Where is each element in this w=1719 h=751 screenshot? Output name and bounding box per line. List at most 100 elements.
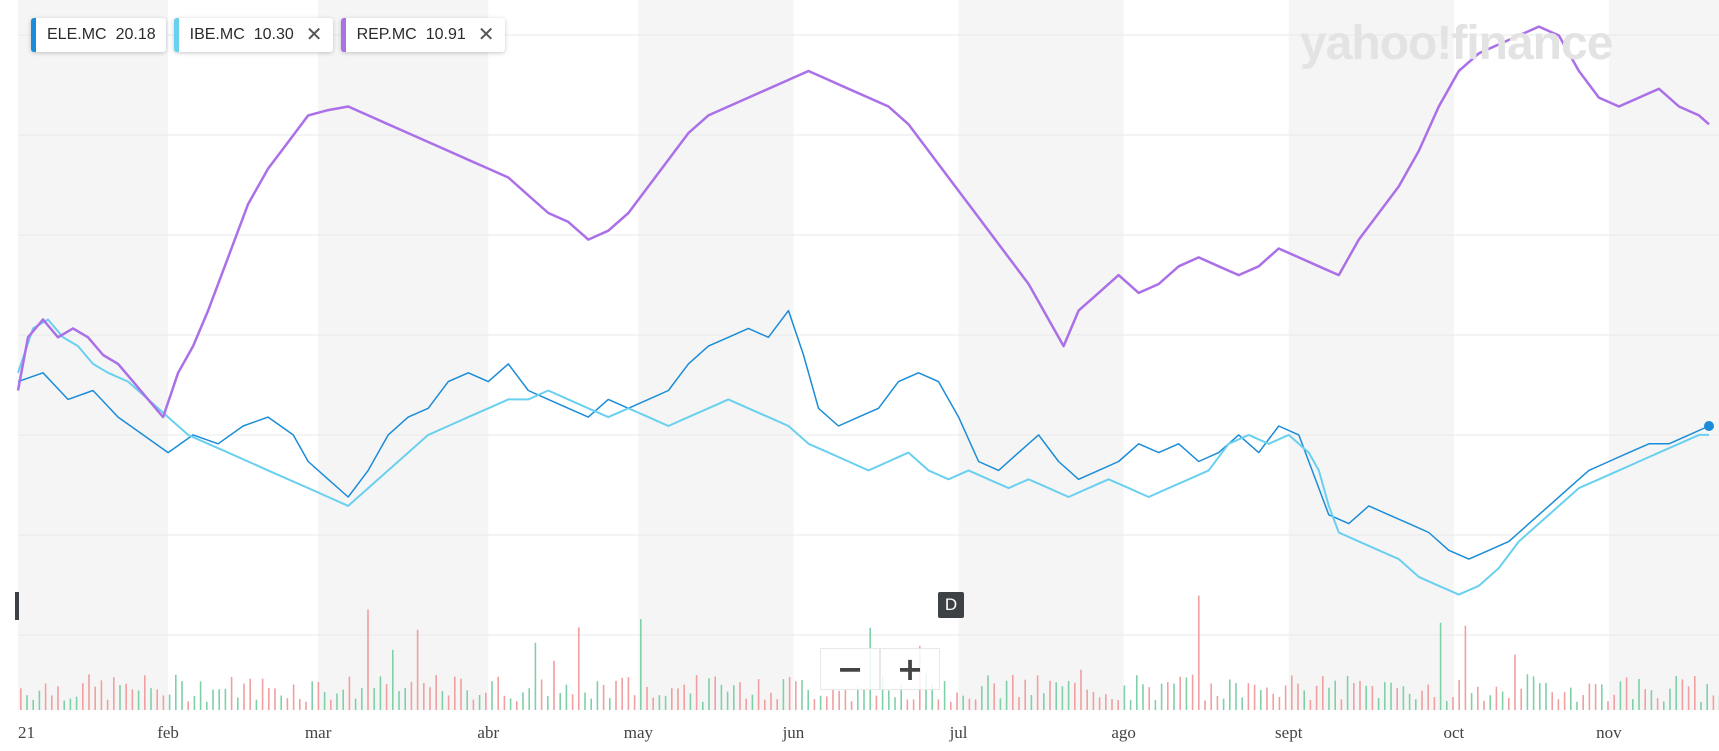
zoom-in-button[interactable]: + [880, 648, 940, 690]
volume-bar [509, 698, 512, 710]
volume-bar [1439, 622, 1442, 710]
volume-bar [286, 698, 289, 710]
volume-bar [590, 698, 592, 710]
volume-bar [1402, 686, 1405, 710]
volume-bar [1260, 689, 1262, 710]
volume-bar [20, 688, 22, 710]
volume-bar [720, 684, 723, 710]
volume-bar [416, 629, 419, 710]
volume-bar [850, 701, 853, 710]
volume-bar [38, 690, 41, 710]
volume-bar [776, 699, 778, 710]
volume-bar [268, 688, 270, 710]
volume-bar [764, 699, 766, 710]
volume-bar [1303, 690, 1305, 710]
volume-bar [1656, 698, 1659, 710]
volume-bar [981, 686, 983, 710]
x-tick-label: may [624, 723, 654, 742]
legend-chip-ibe[interactable]: IBE.MC 10.30 ✕ [173, 18, 333, 52]
volume-bar [373, 688, 375, 710]
volume-bar [757, 679, 760, 710]
volume-bar [888, 690, 890, 710]
volume-bar [1421, 690, 1423, 710]
volume-bar [466, 690, 468, 710]
volume-bar [974, 699, 977, 710]
volume-bar [1055, 682, 1057, 710]
volume-bar [1092, 691, 1095, 710]
volume-bar [640, 618, 642, 710]
legend-chip-rep[interactable]: REP.MC 10.91 ✕ [340, 18, 505, 52]
close-icon[interactable]: ✕ [477, 24, 495, 46]
volume-bar [714, 676, 716, 710]
volume-bar [733, 685, 735, 710]
volume-bar [119, 685, 121, 710]
volume-bar [113, 677, 115, 710]
volume-bar [832, 689, 834, 710]
volume-bar [900, 685, 902, 710]
x-tick-label: jul [949, 723, 968, 742]
volume-bar [292, 684, 295, 710]
volume-bar [1086, 689, 1088, 710]
volume-bar [1105, 694, 1107, 710]
volume-bar [819, 695, 822, 710]
volume-bar [280, 695, 282, 710]
volume-bar [1179, 676, 1181, 710]
volume-bar [1427, 684, 1429, 710]
volume-bar [1687, 686, 1690, 710]
volume-bar [695, 675, 698, 710]
volume-bar [993, 683, 995, 710]
volume-bar [150, 688, 152, 710]
month-band [958, 0, 1124, 710]
zoom-out-button[interactable]: − [820, 648, 880, 690]
volume-bar [336, 693, 338, 710]
volume-bar [1371, 686, 1374, 710]
volume-bar [299, 698, 301, 710]
volume-bar [1576, 701, 1578, 710]
volume-bar [1712, 695, 1715, 710]
volume-bar [1495, 686, 1498, 710]
volume-bar [1012, 674, 1014, 710]
volume-bar [1638, 678, 1640, 710]
x-tick-label: nov [1596, 723, 1622, 742]
volume-bar [94, 686, 96, 710]
volume-bar [956, 692, 958, 710]
volume-bar [1080, 669, 1082, 710]
volume-bar [1570, 687, 1572, 710]
volume-bar [82, 683, 84, 710]
volume-bar [602, 684, 605, 710]
volume-bar [751, 694, 754, 710]
volume-bar [987, 675, 989, 710]
volume-bar [1501, 691, 1504, 710]
volume-bar [1700, 701, 1702, 710]
volume-bar [1446, 701, 1448, 710]
volume-bar [943, 681, 946, 710]
volume-bar [503, 695, 506, 710]
volume-bar [863, 689, 865, 710]
volume-bar [795, 681, 797, 710]
volume-bar [441, 691, 444, 710]
volume-bar [385, 684, 388, 710]
volume-bar [1049, 680, 1051, 710]
volume-bar [348, 676, 351, 710]
volume-bar [497, 676, 499, 710]
volume-bar [1160, 683, 1163, 710]
volume-bar [274, 688, 276, 710]
legend-symbol: IBE.MC [189, 26, 245, 43]
close-icon[interactable]: ✕ [305, 24, 323, 46]
volume-bar [1433, 697, 1436, 710]
volume-bar [261, 678, 264, 710]
volume-bar [739, 682, 741, 710]
volume-bar [175, 674, 177, 710]
volume-bar [162, 695, 165, 710]
volume-bar [1489, 695, 1491, 710]
volume-bar [1470, 693, 1473, 710]
volume-bar [1359, 680, 1361, 710]
legend-chip-ele[interactable]: ELE.MC 20.18 [31, 18, 166, 52]
volume-bar [491, 681, 493, 710]
volume-bar [69, 698, 72, 710]
x-tick-label: mar [305, 723, 332, 742]
legend: ELE.MC 20.18 IBE.MC 10.30 ✕ REP.MC 10.91… [31, 18, 505, 52]
volume-bar [243, 683, 245, 710]
dividend-event-marker[interactable]: D [938, 592, 964, 618]
volume-bar [627, 677, 630, 710]
